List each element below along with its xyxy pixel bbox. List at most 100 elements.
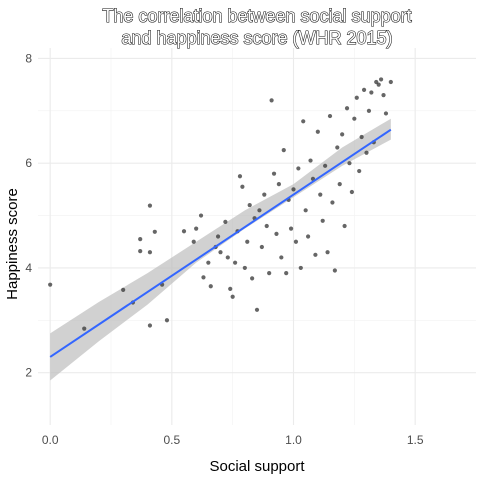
- data-point: [242, 265, 247, 271]
- data-point: [262, 192, 267, 197]
- data-point: [315, 129, 320, 134]
- data-point: [138, 237, 143, 242]
- data-point: [230, 294, 235, 299]
- data-point: [194, 226, 199, 231]
- data-point: [332, 268, 337, 273]
- data-point: [296, 166, 301, 171]
- data-point: [48, 282, 53, 287]
- data-point: [383, 111, 389, 116]
- chart-title-line-2: and happiness score (WHR 2015): [121, 28, 392, 48]
- data-point: [225, 255, 230, 260]
- x-axis-title: Social support: [209, 458, 305, 475]
- y-tick-label: 2: [25, 366, 32, 380]
- data-point: [138, 249, 143, 254]
- data-point: [325, 250, 330, 255]
- data-point: [340, 132, 345, 137]
- data-point: [147, 250, 153, 255]
- data-point: [303, 208, 308, 213]
- data-point: [228, 286, 233, 291]
- data-point: [335, 145, 340, 150]
- data-point: [364, 150, 369, 155]
- y-tick-label: 6: [25, 156, 32, 170]
- data-point: [181, 229, 187, 234]
- tick-labels: 0.0 0.5 1.0 1.5 2 4 6 8: [25, 51, 424, 447]
- data-point: [147, 203, 153, 208]
- data-point: [379, 77, 384, 82]
- data-point: [359, 134, 364, 140]
- data-points: [48, 77, 393, 331]
- data-point: [330, 200, 335, 205]
- data-point: [313, 252, 318, 257]
- regression-line-layer: [49, 128, 392, 358]
- data-point: [301, 119, 306, 124]
- data-point: [201, 275, 206, 280]
- data-point: [337, 182, 342, 187]
- data-point: [245, 239, 250, 244]
- data-point: [344, 106, 350, 111]
- data-point: [215, 234, 221, 239]
- data-point: [247, 202, 252, 208]
- x-tick-label: 0.5: [163, 433, 180, 447]
- data-point: [218, 250, 223, 255]
- data-point: [284, 271, 289, 276]
- data-point: [291, 187, 296, 192]
- data-point: [82, 326, 87, 331]
- data-point: [352, 116, 357, 121]
- data-point: [376, 82, 381, 87]
- x-tick-label: 1.5: [407, 433, 424, 447]
- data-point: [327, 113, 333, 119]
- data-point: [254, 307, 260, 312]
- data-point: [267, 271, 272, 276]
- data-point: [264, 223, 269, 229]
- data-point: [198, 213, 204, 218]
- y-tick-label: 8: [25, 51, 32, 65]
- data-point: [223, 219, 228, 224]
- data-point: [233, 260, 238, 265]
- x-tick-label: 0.0: [42, 433, 59, 447]
- data-point: [320, 218, 325, 223]
- data-point: [357, 168, 362, 174]
- data-point: [152, 229, 157, 234]
- y-tick-label: 4: [25, 261, 32, 275]
- regression-line: [49, 128, 392, 358]
- data-point: [191, 239, 196, 244]
- confidence-band: [50, 118, 391, 381]
- data-point: [164, 318, 170, 323]
- chart-title-line-1: The correlation between social support: [102, 6, 411, 26]
- data-point: [342, 223, 347, 229]
- data-point: [259, 244, 264, 250]
- data-point: [274, 231, 279, 236]
- data-point: [121, 287, 126, 293]
- data-point: [281, 148, 286, 153]
- y-axis-title: Happiness score: [4, 188, 21, 300]
- data-point: [279, 255, 284, 260]
- data-point: [269, 98, 274, 103]
- data-point: [354, 95, 359, 100]
- data-point: [347, 161, 352, 166]
- data-point: [288, 226, 294, 231]
- data-point: [237, 174, 243, 179]
- confidence-band-layer: [50, 118, 391, 381]
- data-point: [298, 265, 303, 271]
- data-point: [208, 284, 213, 289]
- data-point: [308, 158, 313, 163]
- data-point: [276, 182, 281, 187]
- data-point: [318, 192, 323, 197]
- x-tick-label: 1.0: [285, 433, 302, 447]
- data-point: [361, 87, 367, 92]
- data-point: [293, 239, 299, 244]
- data-point: [206, 260, 211, 265]
- data-point: [271, 171, 277, 176]
- data-point: [250, 276, 255, 281]
- data-point: [369, 90, 374, 95]
- data-point: [306, 234, 311, 239]
- data-point: [349, 189, 354, 195]
- data-point: [388, 79, 393, 85]
- data-point: [381, 93, 386, 98]
- data-point: [147, 323, 153, 328]
- data-point: [257, 208, 262, 213]
- data-point: [323, 163, 328, 168]
- data-point: [366, 108, 372, 113]
